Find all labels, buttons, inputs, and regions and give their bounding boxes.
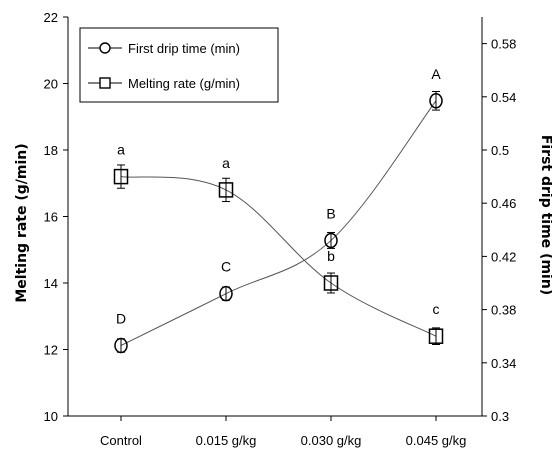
significance-label-first-drip: A [431, 66, 441, 82]
legend-box [79, 27, 279, 103]
series-line-melting [120, 176, 437, 337]
y-right-tick-label: 0.58 [491, 37, 516, 52]
x-tick-label: 0.045 g/kg [406, 433, 467, 448]
labels-group: D C B Aa a b c [116, 66, 441, 327]
data-point-melting [323, 275, 339, 291]
significance-label-melting: a [222, 155, 230, 171]
legend-marker-square [99, 77, 111, 89]
data-point-melting [218, 182, 234, 198]
y-left-tick-label: 16 [44, 210, 58, 225]
data-point-first-drip [219, 285, 233, 302]
legend-label-first-drip: First drip time (min) [128, 41, 240, 56]
data-point-melting [428, 328, 444, 344]
y-right-tick-label: 0.54 [491, 90, 516, 105]
y-left-tick-label: 22 [44, 10, 58, 25]
significance-label-melting: c [433, 301, 440, 317]
y-right-tick-label: 0.46 [491, 196, 516, 211]
y-right-tick-label: 0.42 [491, 249, 516, 264]
y-left-tick-label: 10 [44, 409, 58, 424]
x-tick-label: Control [100, 433, 142, 448]
y-axis-left-title: Melting rate (g/min) [14, 143, 30, 302]
y-left-tick-label: 12 [44, 343, 58, 358]
y-left-tick-label: 20 [44, 77, 58, 92]
legend: First drip time (min) Melting rate (g/mi… [79, 27, 279, 103]
y-left-tick-label: 18 [44, 143, 58, 158]
significance-label-melting: b [327, 248, 335, 264]
y-right-tick-label: 0.3 [491, 409, 509, 424]
legend-label-melting: Melting rate (g/min) [128, 76, 240, 91]
significance-label-melting: a [117, 142, 125, 158]
significance-label-first-drip: D [116, 311, 126, 327]
data-point-first-drip [114, 337, 128, 354]
significance-label-first-drip: B [326, 205, 335, 221]
axes-group: 10 12 14 16 18 20 22 0.3 0.34 0.38 0.42 0.46 0.5 0.54… [44, 10, 517, 448]
y-left-tick-label: 14 [44, 276, 58, 291]
y-right-tick-label: 0.34 [491, 356, 516, 371]
x-tick-label: 0.015 g/kg [196, 433, 257, 448]
data-point-first-drip [324, 232, 338, 249]
y-right-tick-label: 0.38 [491, 303, 516, 318]
series-line-first-drip [120, 100, 437, 346]
y-right-tick-label: 0.5 [491, 143, 509, 158]
significance-label-first-drip: C [221, 259, 231, 275]
data-point-melting [113, 168, 129, 185]
y-axis-right-title: First drip time (min) [538, 135, 552, 295]
series-group [113, 90, 444, 354]
data-point-first-drip [429, 93, 443, 109]
legend-marker-circle [99, 42, 111, 54]
x-tick-label: 0.030 g/kg [301, 433, 362, 448]
